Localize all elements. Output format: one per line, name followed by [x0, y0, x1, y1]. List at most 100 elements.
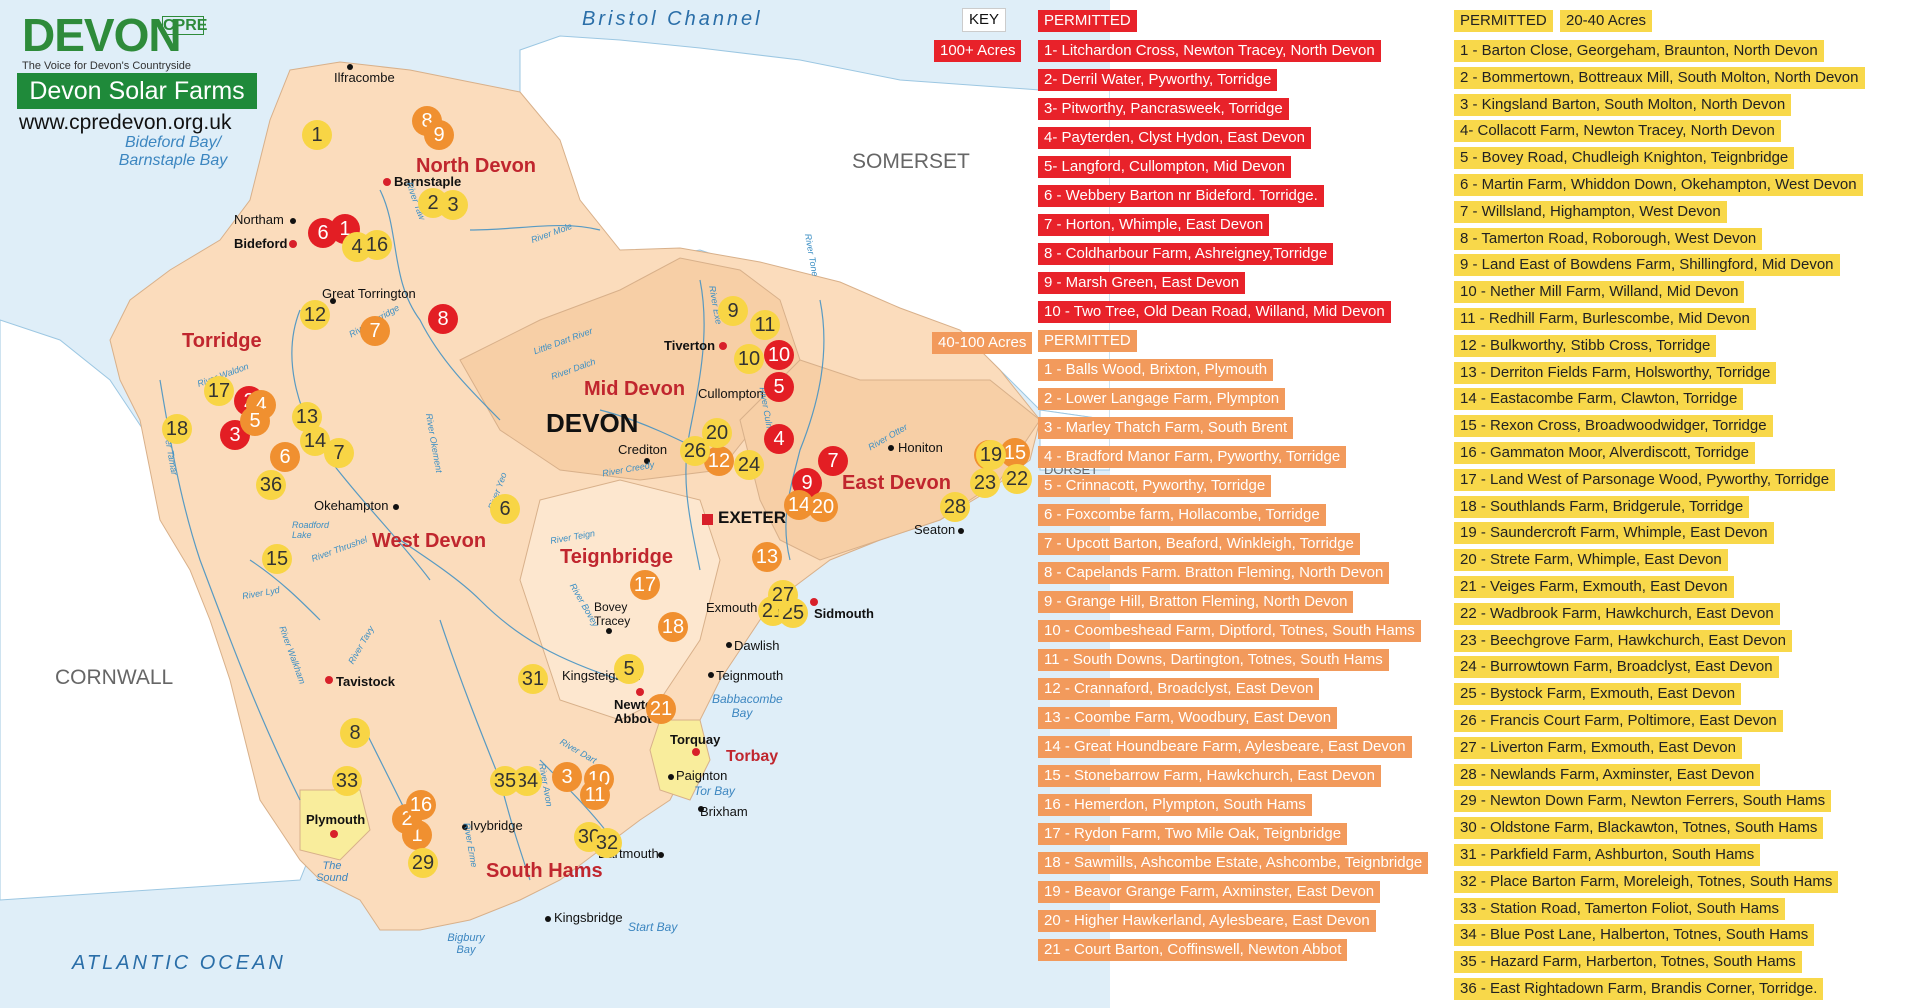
town-label: Crediton [618, 442, 668, 457]
town-dot [462, 824, 468, 830]
small-farm-entry: 28 - Newlands Farm, Axminster, East Devo… [1454, 763, 1761, 786]
large-farm-entry: 10 - Two Tree, Old Dean Road, Willand, M… [1038, 301, 1391, 323]
town-label: Teignmouth [716, 668, 784, 683]
small-farm-marker: 26 [680, 436, 710, 466]
bay-label: The Sound [316, 860, 348, 884]
small-farm-entry: 16 - Gammaton Moor, Alverdiscott, Torrid… [1454, 442, 1756, 464]
small-farm-marker: 8 [340, 718, 370, 748]
large-farm-marker: 5 [764, 372, 794, 402]
large-farm-entry: 5- Langford, Cullompton, Mid Devon [1038, 156, 1291, 178]
small-farm-marker: 11 [750, 310, 780, 340]
small-farm-marker: 35 [490, 766, 520, 796]
small-farm-entry: 8 - Tamerton Road, Roborough, West Devon [1454, 227, 1763, 250]
large-farm-entry: 9 - Marsh Green, East Devon [1038, 272, 1246, 294]
town-dot [393, 504, 399, 510]
town-label: Paignton [676, 768, 728, 783]
medium-farm-entry: 17 - Rydon Farm, Two Mile Oak, Teignbrid… [1038, 823, 1348, 845]
medium-farm-entry: 21 - Court Barton, Coffinswell, Newton A… [1038, 939, 1348, 961]
medium-farm-entry: 11 - South Downs, Dartington, Totnes, So… [1038, 649, 1389, 671]
large-farm-entry: 4- Payterden, Clyst Hydon, East Devon [1038, 127, 1311, 149]
town-label: Tiverton [664, 338, 716, 353]
large-farm-entry: 6 - Webbery Barton nr Bideford. Torridge… [1038, 185, 1324, 207]
county-label: SOMERSET [852, 150, 970, 173]
small-farm-entry: 14 - Eastacombe Farm, Clawton, Torridge [1454, 388, 1744, 411]
small-farm-marker: 17 [204, 376, 234, 406]
medium-farm-entry: 15 - Stonebarrow Farm, Hawkchurch, East … [1038, 765, 1381, 787]
small-farm-marker: 19 [976, 440, 1006, 470]
county-label: CORNWALL [55, 666, 174, 689]
small-farm-marker: 28 [940, 492, 970, 522]
town-label: Sidmouth [814, 606, 874, 621]
small-farm-marker: 23 [970, 468, 1000, 498]
bay-label: Bideford Bay/ Barnstaple Bay [118, 134, 228, 169]
large-size-label: 100+ Acres [934, 40, 1022, 62]
website-url: www.cpredevon.org.uk [19, 111, 232, 134]
medium-farm-marker: 16 [406, 790, 436, 820]
county-label: DEVON [546, 408, 639, 438]
town-label: Bovey Tracey [594, 600, 631, 628]
small-farm-marker: 13 [292, 402, 322, 432]
bay-label: Start Bay [628, 920, 678, 934]
town-label: Bideford [234, 236, 288, 251]
town-dot [290, 218, 296, 224]
town-label: Great Torrington [322, 286, 416, 301]
town-dot [330, 830, 338, 838]
small-farm-marker: 32 [592, 828, 622, 858]
town-dot [606, 628, 612, 634]
map-title: Devon Solar Farms [17, 73, 257, 109]
small-farm-marker: 3 [438, 190, 468, 220]
large-farm-entry: 1- Litchardon Cross, Newton Tracey, Nort… [1038, 40, 1381, 62]
small-farm-entry: 35 - Hazard Farm, Harberton, Totnes, Sou… [1454, 951, 1802, 974]
small-farm-marker: 22 [1002, 464, 1032, 494]
town-dot [644, 458, 650, 464]
town-label: Tavistock [336, 674, 396, 689]
small-farm-marker: 14 [300, 426, 330, 456]
logo-cpre-mark: CPRE [162, 16, 208, 35]
small-farm-marker: 12 [300, 300, 330, 330]
small-farm-entry: 2 - Bommertown, Bottreaux Mill, South Mo… [1454, 66, 1865, 89]
town-label: Kingsbridge [554, 910, 623, 925]
small-farm-entry: 27 - Liverton Farm, Exmouth, East Devon [1454, 736, 1742, 759]
key-label: KEY [962, 8, 1007, 32]
town-dot [708, 672, 714, 678]
large-farm-marker: 6 [308, 218, 338, 248]
small-farm-marker: 36 [256, 470, 286, 500]
sea-label: ATLANTIC OCEAN [72, 952, 286, 974]
town-dot [698, 806, 704, 812]
small-farm-entry: 17 - Land West of Parsonage Wood, Pywort… [1454, 468, 1836, 491]
small-farm-entry: 32 - Place Barton Farm, Moreleigh, Totne… [1454, 870, 1839, 893]
small-farm-marker: 31 [518, 664, 548, 694]
district-label: West Devon [372, 530, 487, 552]
small-farm-entry: 18 - Southlands Farm, Bridgerule, Torrid… [1454, 495, 1750, 518]
small-farm-marker: 1 [302, 120, 332, 150]
small-size-label: 20-40 Acres [1560, 10, 1653, 32]
small-farm-entry: 36 - East Rightadown Farm, Brandis Corne… [1454, 978, 1824, 1000]
medium-farm-entry: 9 - Grange Hill, Bratton Fleming, North … [1038, 591, 1354, 613]
medium-farm-entry: 16 - Hemerdon, Plympton, South Hams [1038, 794, 1312, 816]
devon-map: DEVON CPRE The Voice for Devon's Country… [0, 0, 1110, 1008]
small-farm-entry: 23 - Beechgrove Farm, Hawkchurch, East D… [1454, 629, 1792, 652]
town-label: Torquay [670, 732, 721, 747]
town-dot [958, 528, 964, 534]
medium-farm-entry: 5 - Crinnacott, Pyworthy, Torridge [1038, 475, 1272, 497]
town-dot [726, 642, 732, 648]
medium-farm-entry: 7 - Upcott Barton, Beaford, Winkleigh, T… [1038, 533, 1360, 555]
small-farm-marker: 6 [490, 494, 520, 524]
bay-label: Tor Bay [694, 784, 735, 798]
district-label: Torridge [182, 330, 262, 352]
medium-farm-entry: 19 - Beavor Grange Farm, Axminster, East… [1038, 881, 1381, 903]
town-label: Plymouth [306, 812, 366, 827]
small-farm-marker: 33 [332, 766, 362, 796]
town-dot [347, 64, 353, 70]
medium-farm-marker: 13 [752, 542, 782, 572]
medium-farm-marker: 5 [240, 406, 270, 436]
medium-farm-marker: 3 [552, 762, 582, 792]
medium-farm-entry: 14 - Great Houndbeare Farm, Aylesbeare, … [1038, 736, 1412, 758]
small-farm-marker: 10 [734, 344, 764, 374]
large-farm-marker: 4 [764, 424, 794, 454]
town-label: Cullompton [698, 386, 764, 401]
medium-status-label: PERMITTED [1038, 330, 1137, 352]
small-farm-marker: 9 [718, 296, 748, 326]
small-farm-marker: 29 [408, 848, 438, 878]
town-dot [810, 598, 818, 606]
